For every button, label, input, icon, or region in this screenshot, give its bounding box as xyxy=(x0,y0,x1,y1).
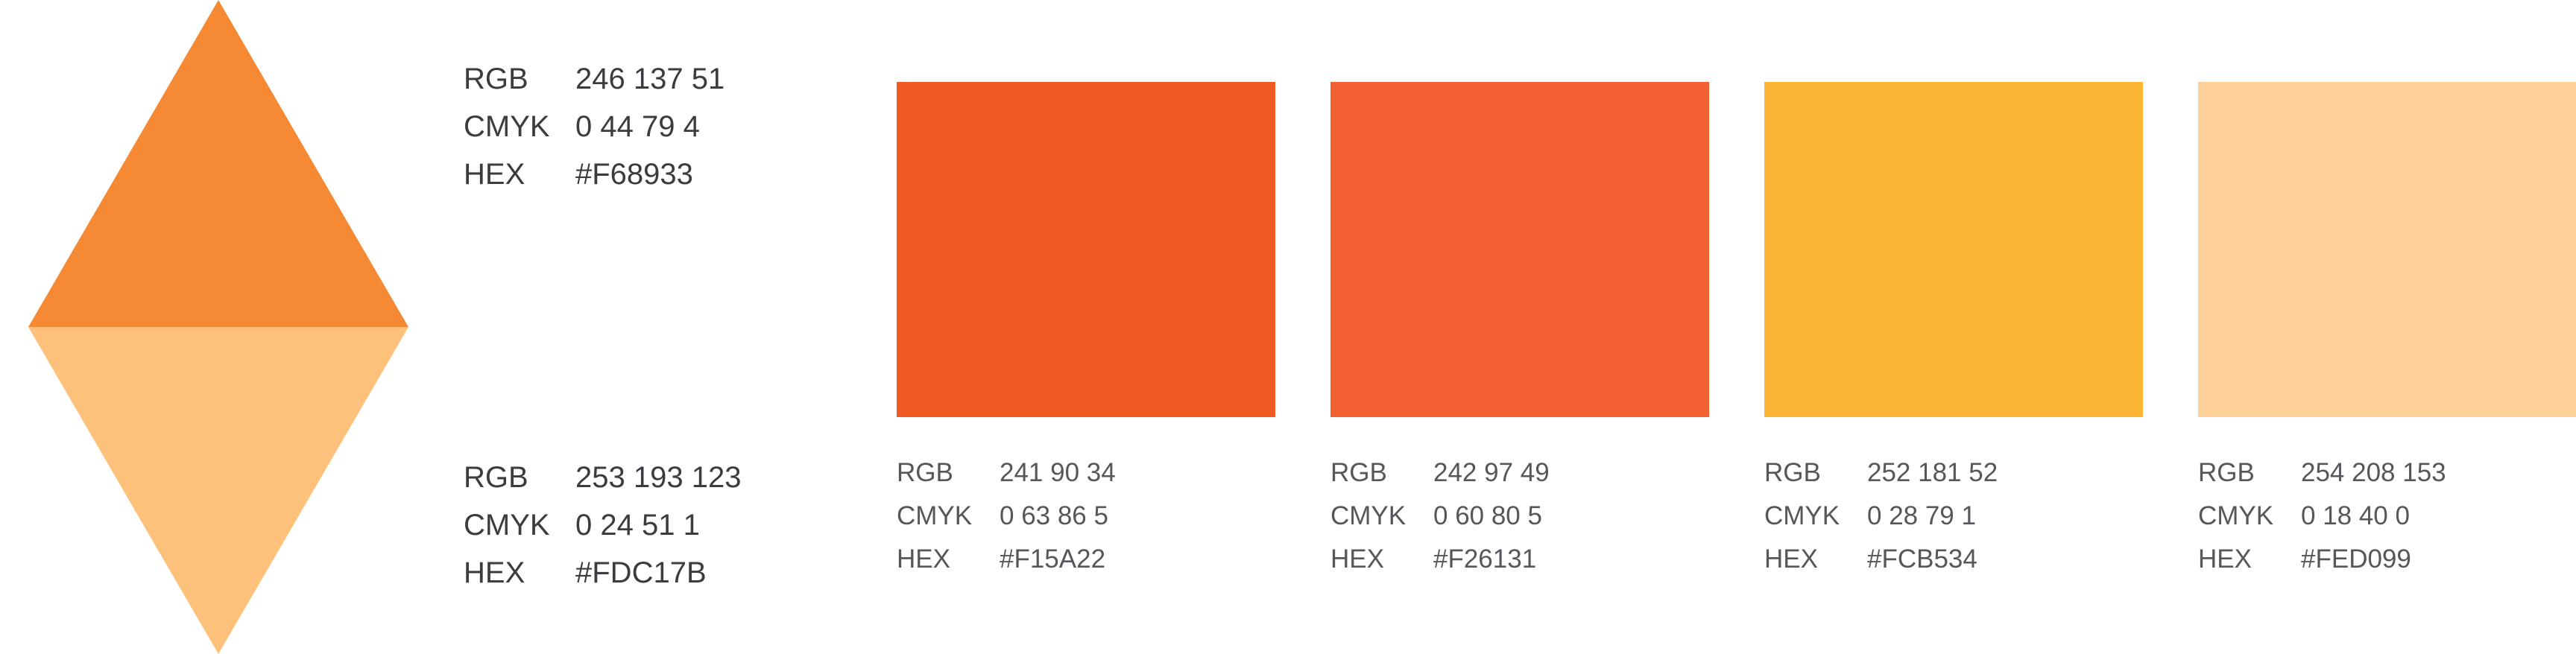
hex-label: HEX xyxy=(464,556,525,589)
rgb-row: RGB 242 97 49 xyxy=(1330,451,1550,495)
cmyk-label: CMYK xyxy=(464,509,550,542)
cmyk-row: CMYK 0 28 79 1 xyxy=(1764,495,1998,538)
hex-value: #F15A22 xyxy=(1000,545,1106,574)
rgb-value: 241 90 34 xyxy=(1000,458,1116,487)
rgb-value: 254 208 153 xyxy=(2301,458,2446,487)
rgb-label: RGB xyxy=(2198,458,2255,487)
rgb-row: RGB 246 137 51 xyxy=(464,55,724,103)
hex-value: #FCB534 xyxy=(1867,545,1977,574)
cmyk-value: 0 24 51 1 xyxy=(575,509,700,542)
hex-row: HEX #FED099 xyxy=(2198,538,2446,581)
color-swatch-4 xyxy=(2198,82,2576,417)
hex-row: HEX #F26131 xyxy=(1330,538,1550,581)
rgb-row: RGB 253 193 123 xyxy=(464,454,741,501)
swatch-spec-4: RGB 254 208 153 CMYK 0 18 40 0 HEX #FED0… xyxy=(2198,451,2446,581)
color-swatch-3 xyxy=(1764,82,2143,417)
rgb-label: RGB xyxy=(897,458,953,487)
color-swatch-2 xyxy=(1330,82,1709,417)
cmyk-value: 0 44 79 4 xyxy=(575,110,700,143)
hex-value: #F68933 xyxy=(575,158,693,191)
cmyk-value: 0 18 40 0 xyxy=(2301,501,2410,530)
cmyk-label: CMYK xyxy=(897,501,973,530)
hex-label: HEX xyxy=(464,158,525,191)
cmyk-label: CMYK xyxy=(1330,501,1407,530)
bottom-triangle xyxy=(28,327,408,654)
hex-label: HEX xyxy=(1330,545,1384,574)
hex-value: #F26131 xyxy=(1433,545,1537,574)
rgb-value: 253 193 123 xyxy=(575,461,742,494)
rgb-label: RGB xyxy=(464,461,528,494)
cmyk-row: CMYK 0 60 80 5 xyxy=(1330,495,1550,538)
swatch-spec-1: RGB 241 90 34 CMYK 0 63 86 5 HEX #F15A22 xyxy=(897,451,1116,581)
hex-row: HEX #F15A22 xyxy=(897,538,1116,581)
cmyk-value: 0 60 80 5 xyxy=(1433,501,1542,530)
rgb-label: RGB xyxy=(1330,458,1387,487)
rgb-row: RGB 252 181 52 xyxy=(1764,451,1998,495)
hex-row: HEX #FDC17B xyxy=(464,549,741,597)
rgb-row: RGB 241 90 34 xyxy=(897,451,1116,495)
hex-row: HEX #F68933 xyxy=(464,150,724,198)
rgb-value: 252 181 52 xyxy=(1867,458,1998,487)
cmyk-row: CMYK 0 44 79 4 xyxy=(464,103,724,150)
cmyk-value: 0 63 86 5 xyxy=(1000,501,1108,530)
hex-label: HEX xyxy=(2198,545,2252,574)
primary-spec-top: RGB 246 137 51 CMYK 0 44 79 4 HEX #F6893… xyxy=(464,55,724,198)
color-swatch-1 xyxy=(897,82,1275,417)
primary-spec-bottom: RGB 253 193 123 CMYK 0 24 51 1 HEX #FDC1… xyxy=(464,454,741,597)
cmyk-value: 0 28 79 1 xyxy=(1867,501,1976,530)
rgb-row: RGB 254 208 153 xyxy=(2198,451,2446,495)
cmyk-label: CMYK xyxy=(2198,501,2274,530)
cmyk-label: CMYK xyxy=(464,110,550,143)
cmyk-row: CMYK 0 18 40 0 xyxy=(2198,495,2446,538)
diamond-graphic xyxy=(28,0,408,654)
rgb-label: RGB xyxy=(464,63,528,95)
cmyk-row: CMYK 0 24 51 1 xyxy=(464,501,741,549)
hex-label: HEX xyxy=(1764,545,1818,574)
swatch-spec-2: RGB 242 97 49 CMYK 0 60 80 5 HEX #F26131 xyxy=(1330,451,1550,581)
hex-value: #FDC17B xyxy=(575,556,707,589)
hex-value: #FED099 xyxy=(2301,545,2411,574)
rgb-value: 242 97 49 xyxy=(1433,458,1550,487)
rgb-value: 246 137 51 xyxy=(575,63,725,95)
top-triangle xyxy=(28,0,408,327)
cmyk-label: CMYK xyxy=(1764,501,1840,530)
cmyk-row: CMYK 0 63 86 5 xyxy=(897,495,1116,538)
rgb-label: RGB xyxy=(1764,458,1821,487)
swatch-spec-3: RGB 252 181 52 CMYK 0 28 79 1 HEX #FCB53… xyxy=(1764,451,1998,581)
hex-row: HEX #FCB534 xyxy=(1764,538,1998,581)
hex-label: HEX xyxy=(897,545,950,574)
